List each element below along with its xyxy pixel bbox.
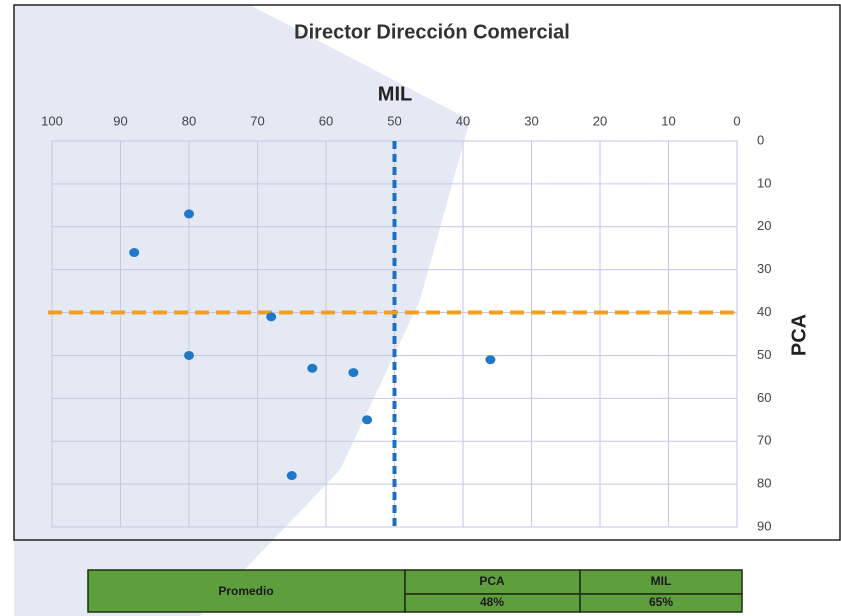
background-shape	[14, 5, 470, 616]
table-row-header: Promedio	[218, 584, 273, 598]
y-tick-label: 40	[757, 304, 771, 319]
table-value: 48%	[480, 595, 504, 609]
y-tick-label: 70	[757, 433, 771, 448]
y-tick-label: 0	[757, 132, 764, 147]
chart-frame	[13, 4, 841, 541]
y-tick-label: 20	[757, 218, 771, 233]
chart-title: Director Dirección Comercial	[294, 21, 570, 43]
y-tick-label: 30	[757, 261, 771, 276]
y-tick-label: 50	[757, 347, 771, 362]
x-tick-label: 60	[319, 113, 333, 128]
y-tick-label: 10	[757, 175, 771, 190]
x-tick-label: 80	[182, 113, 196, 128]
table-cell	[579, 593, 743, 613]
y-tick-label: 60	[757, 390, 771, 405]
data-point	[129, 248, 140, 258]
y-tick-label: 80	[757, 476, 771, 491]
data-point	[286, 471, 297, 481]
x-tick-label: 90	[113, 113, 127, 128]
data-point	[266, 312, 277, 322]
data-point	[307, 363, 318, 373]
summary-table: Promedio PCA MIL 48% 65%	[87, 569, 743, 613]
data-point	[485, 355, 496, 365]
x-tick-label: 0	[733, 113, 740, 128]
x-tick-label: 100	[41, 113, 63, 128]
data-point	[184, 209, 194, 219]
table-cell	[404, 569, 581, 595]
y-axis-title: PCA	[788, 314, 810, 356]
data-point	[184, 350, 194, 360]
data-point	[362, 415, 373, 425]
table-column-header: PCA	[479, 574, 505, 588]
table-column-header: MIL	[651, 574, 672, 588]
x-tick-label: 10	[661, 113, 675, 128]
table-cell	[87, 569, 406, 613]
plot: 0 10 20 30 40 50 60 70 80 90 100 0 10 20 30 40 50 60 70 80 9…	[41, 113, 771, 533]
data-point	[348, 368, 359, 378]
x-tick-label: 30	[524, 113, 538, 128]
x-tick-label: 50	[387, 113, 401, 128]
x-tick-label: 70	[250, 113, 264, 128]
x-tick-label: 20	[593, 113, 607, 128]
table-value: 65%	[649, 595, 673, 609]
x-axis-title: MIL	[378, 83, 412, 105]
x-tick-label: 40	[456, 113, 470, 128]
y-tick-label: 90	[757, 518, 771, 533]
